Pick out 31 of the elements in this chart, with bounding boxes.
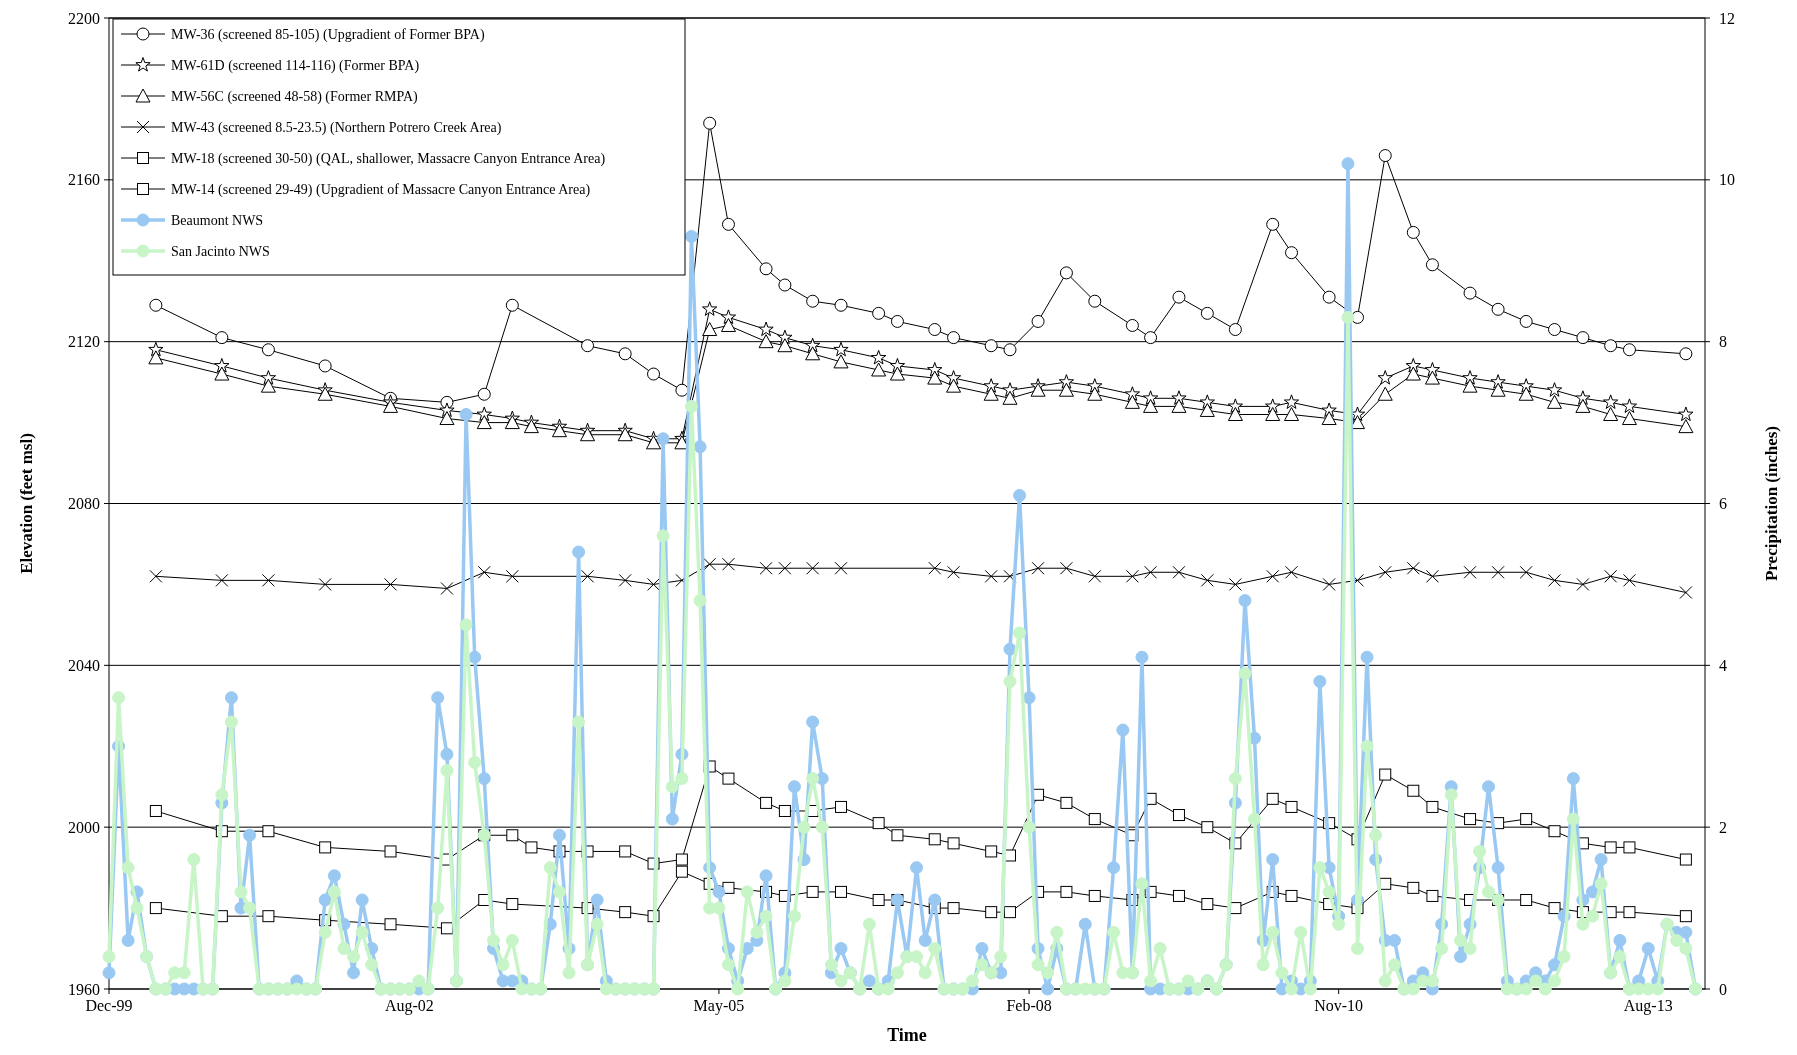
- y2-tick-label: 8: [1719, 333, 1727, 351]
- legend-label: MW-18 (screened 30-50) (QAL, shallower, Massacre Canyon Entrance Area): [171, 150, 606, 167]
- y-tick-label: 1960: [68, 980, 100, 998]
- y-axis-title: Elevation (feet msl): [17, 433, 36, 574]
- x-tick-label: Aug-13: [1623, 997, 1673, 1015]
- y2-tick-label: 4: [1719, 656, 1727, 674]
- y-tick-label: 2200: [68, 9, 100, 27]
- y2-tick-label: 12: [1719, 9, 1735, 27]
- y2-tick-label: 6: [1719, 495, 1727, 513]
- y2-tick-label: 0: [1719, 980, 1727, 998]
- y-tick-label: 2080: [68, 495, 100, 513]
- y2-axis-title: Precipitation (inches): [1762, 425, 1781, 582]
- y2-tick-label: 10: [1719, 171, 1735, 189]
- x-axis-title: Time: [887, 1025, 927, 1045]
- legend-label: San Jacinto NWS: [171, 243, 270, 259]
- legend-label: MW-14 (screened 29-49) (Upgradient of Massacre Canyon Entrance Area): [171, 181, 591, 198]
- legend-label: MW-36 (screened 85-105) (Upgradient of Former BPA): [171, 26, 485, 43]
- legend-label: MW-43 (screened 8.5-23.5) (Northern Potrero Creek Area): [171, 119, 502, 136]
- y-tick-label: 2160: [68, 171, 100, 189]
- x-tick-label: Nov-10: [1314, 997, 1364, 1014]
- x-tick-label: Feb-08: [1006, 997, 1052, 1014]
- x-tick-label: Aug-02: [384, 997, 434, 1015]
- x-tick-label: Dec-99: [85, 997, 133, 1014]
- legend-label: Beaumont NWS: [171, 212, 264, 228]
- y-tick-label: 2120: [68, 333, 100, 351]
- y-tick-label: 2040: [68, 656, 100, 674]
- legend-label: MW-56C (screened 48-58) (Former RMPA): [171, 88, 419, 105]
- y-tick-label: 2000: [68, 818, 100, 836]
- y2-tick-label: 2: [1719, 818, 1727, 836]
- legend-label: MW-61D (screened 114-116) (Former BPA): [171, 57, 420, 74]
- x-tick-label: May-05: [693, 997, 745, 1015]
